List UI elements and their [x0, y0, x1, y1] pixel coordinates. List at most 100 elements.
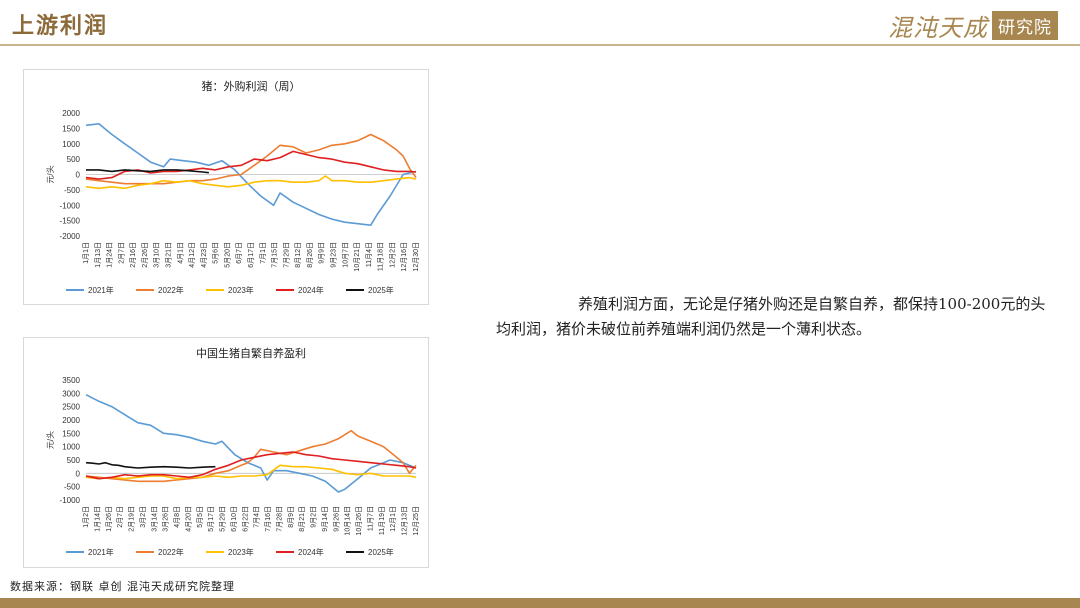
x-tick-label: 6月10日	[230, 506, 238, 532]
x-tick-label: 8月26日	[306, 242, 314, 268]
legend-label-2024年: 2024年	[298, 285, 324, 295]
y-tick-label: 0	[76, 171, 81, 180]
logo-text: 混沌天成	[888, 14, 988, 42]
x-tick-label: 3月26日	[162, 506, 170, 532]
y-tick-label: -1000	[60, 201, 81, 210]
x-tick-label: 10月7日	[341, 242, 349, 268]
y-tick-label: 0	[76, 469, 81, 478]
x-tick-label: 5月29日	[219, 506, 227, 532]
x-tick-label: 8月9日	[287, 506, 295, 528]
x-tick-label: 4月12日	[188, 242, 196, 268]
header-divider	[0, 44, 1080, 46]
y-axis-label: 元/头	[45, 431, 55, 449]
x-tick-label: 7月28日	[275, 506, 283, 532]
y-tick-label: 2500	[62, 403, 80, 412]
x-tick-label: 5月20日	[223, 242, 231, 268]
x-tick-label: 7月16日	[264, 506, 272, 532]
legend-label-2023年: 2023年	[228, 285, 254, 295]
x-tick-label: 12月1日	[389, 506, 397, 532]
x-tick-label: 8月12日	[294, 242, 302, 268]
x-tick-label: 2月16日	[129, 242, 137, 268]
x-tick-label: 8月21日	[298, 506, 306, 532]
x-tick-label: 5月5日	[196, 506, 204, 528]
y-tick-label: 1500	[62, 124, 80, 133]
legend-label-2023年: 2023年	[228, 547, 254, 557]
x-tick-label: 1月13日	[94, 242, 102, 268]
page-title: 上游利润	[12, 13, 109, 39]
x-tick-label: 4月8日	[173, 506, 181, 528]
chart-title: 中国生猪自繁自养盈利	[196, 346, 306, 360]
series-line-2023年	[85, 464, 417, 480]
x-tick-label: 5月17日	[207, 506, 215, 532]
legend-label-2025年: 2025年	[368, 285, 394, 295]
x-tick-label: 1月24日	[106, 242, 114, 268]
x-tick-label: 2月7日	[117, 242, 125, 264]
y-tick-label: 3000	[62, 389, 80, 398]
x-tick-label: 7月29日	[282, 242, 290, 268]
x-tick-label: 2月26日	[141, 242, 149, 268]
x-tick-label: 11月4日	[365, 242, 373, 267]
legend-label-2021年: 2021年	[88, 547, 114, 557]
series-line-2025年	[85, 461, 216, 469]
x-tick-label: 1月2日	[82, 506, 90, 528]
company-logo: 混沌天成 研究院	[888, 8, 1058, 43]
x-tick-label: 3月21日	[165, 242, 173, 268]
x-tick-label: 12月25日	[412, 506, 420, 536]
x-tick-label: 4月23日	[200, 242, 208, 268]
chart-panel-purchase-profit: 猪：外购利润（周） 2000 1500 1000 500 0 -500 -1000 -1500 -…	[23, 69, 429, 305]
legend-label-2021年: 2021年	[88, 285, 114, 295]
x-tick-label: 2月19日	[128, 506, 136, 532]
y-axis-label: 元/头	[45, 165, 55, 183]
y-tick-label: -1500	[60, 217, 81, 226]
series-line-2024年	[85, 451, 417, 480]
x-tick-label: 2月7日	[116, 506, 124, 528]
x-tick-label: 3月2日	[139, 506, 147, 528]
legend-label-2022年: 2022年	[158, 547, 184, 557]
y-tick-label: -500	[64, 483, 81, 492]
y-tick-label: 2000	[62, 109, 80, 118]
y-tick-label: 1000	[62, 140, 80, 149]
series-line-2024年	[85, 150, 417, 180]
x-tick-label: 1月26日	[105, 506, 113, 532]
y-tick-label: 1500	[62, 429, 80, 438]
chart-panel-self-breeding-profit: 中国生猪自繁自养盈利 3500 3000 2500 2000 1500 1000 500 0 -5…	[23, 337, 429, 568]
y-tick-label: 1000	[62, 443, 80, 452]
y-tick-label: -1000	[60, 496, 81, 505]
x-tick-label: 3月10日	[153, 242, 161, 268]
x-tick-label: 9月26日	[332, 506, 340, 532]
x-tick-label: 11月7日	[366, 506, 374, 531]
y-tick-label: -2000	[60, 232, 81, 241]
series-line-2022年	[85, 133, 417, 185]
series-line-2023年	[85, 175, 417, 190]
body-paragraph: 养殖利润方面，无论是仔猪外购还是自繁自养，都保持100-200元的头均利润，猪价…	[496, 295, 1046, 338]
x-tick-label: 12月2日	[388, 242, 396, 268]
chart-title: 猪：外购利润（周）	[202, 79, 301, 93]
x-tick-label: 7月4日	[253, 506, 261, 528]
y-tick-label: 3500	[62, 376, 80, 385]
series-line-2022年	[85, 429, 417, 483]
y-tick-label: -500	[64, 186, 81, 195]
x-tick-label: 9月14日	[321, 506, 329, 532]
legend-label-2025年: 2025年	[368, 547, 394, 557]
x-tick-label: 1月14日	[93, 506, 101, 532]
x-tick-label: 7月15日	[271, 242, 279, 268]
footer-bar	[0, 598, 1080, 608]
x-tick-label: 6月17日	[247, 242, 255, 268]
chart-purchase-profit: 猪：外购利润（周） 2000 1500 1000 500 0 -500 -1000 -1500 -…	[45, 79, 420, 295]
x-tick-label: 11月19日	[378, 506, 386, 535]
legend-label-2022年: 2022年	[158, 285, 184, 295]
x-tick-label: 5月6日	[212, 242, 220, 264]
x-tick-label: 4月1日	[176, 242, 184, 264]
x-tick-label: 1月1日	[82, 242, 90, 264]
x-tick-label: 12月30日	[412, 242, 420, 272]
x-tick-label: 10月21日	[353, 242, 361, 272]
x-tick-label: 9月2日	[310, 506, 318, 528]
x-tick-label: 6月7日	[235, 242, 243, 264]
logo-box: 研究院	[992, 11, 1058, 40]
x-tick-label: 6月22日	[241, 506, 249, 532]
series-line-2021年	[85, 122, 417, 226]
series-line-2021年	[85, 393, 417, 493]
series-line-2025年	[86, 169, 209, 174]
y-tick-label: 2000	[62, 416, 80, 425]
x-tick-label: 9月9日	[318, 242, 326, 264]
